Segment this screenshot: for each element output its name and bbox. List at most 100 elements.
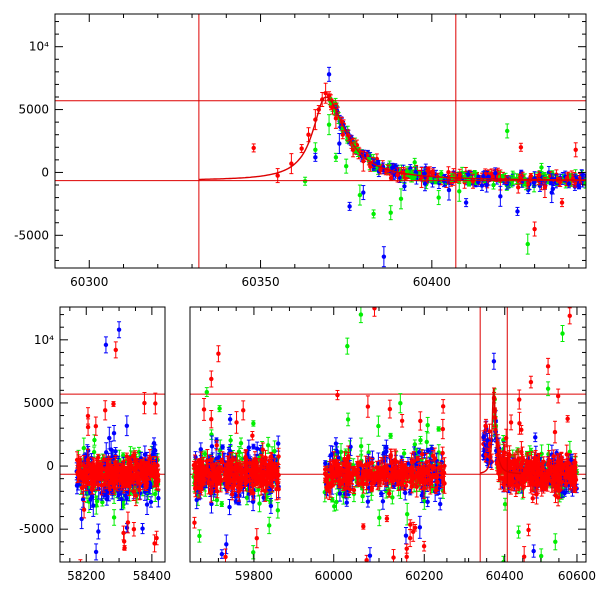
bottom-red-point: [128, 459, 133, 465]
top-x-tick-label: 60400: [413, 275, 451, 289]
top-red-point: [333, 116, 339, 121]
top-red-point: [251, 145, 256, 151]
bottom-red-point: [121, 530, 126, 536]
top-green-point: [539, 165, 544, 170]
bottom-green-point: [257, 501, 262, 506]
top-data-point: [564, 175, 570, 181]
top-green-point: [313, 147, 318, 153]
bottom-red-point: [120, 479, 126, 484]
bottom-green-point: [202, 451, 208, 457]
bottom-red-point: [93, 423, 99, 429]
bottom-red-point: [75, 471, 80, 477]
bottom-green-point: [272, 448, 277, 454]
bottom-red-point: [111, 484, 117, 490]
bottom-red-point: [78, 564, 82, 568]
top-blue-point: [337, 141, 342, 146]
bottom-green-point: [81, 445, 87, 451]
top-green-point: [302, 179, 308, 184]
top-green-point: [525, 241, 530, 247]
top-green-point: [505, 128, 510, 134]
bottom-blue-point: [107, 435, 112, 441]
top-y-tick-label: 10⁴: [29, 40, 49, 54]
bottom-red-point: [90, 467, 96, 472]
top-red-point: [340, 132, 345, 137]
bottom-red-point: [118, 469, 124, 474]
bottom-green-point: [225, 573, 229, 577]
top-model-curve: [198, 96, 586, 181]
bottom-blue-point: [119, 496, 124, 502]
top-red-point: [306, 132, 311, 137]
bottom-red-point: [151, 464, 157, 469]
top-panel: 60300 60350 60400 -5000 0 5000 10⁴: [14, 13, 587, 289]
bottom-blue-point: [219, 551, 225, 557]
bottom-green-point: [153, 491, 158, 497]
top-red-point: [326, 93, 332, 98]
top-blue-point: [549, 190, 554, 195]
bottom-green-point: [100, 500, 105, 505]
top-blue-point: [566, 181, 572, 186]
bottom-blue-point: [140, 526, 145, 531]
bottom-blue-point: [209, 444, 215, 449]
bottom-green-point: [92, 437, 97, 443]
bottom-red-point: [122, 545, 127, 551]
top-data-point: [516, 185, 521, 190]
top-blue-point: [484, 182, 489, 188]
bottom-red-point: [123, 470, 129, 475]
bottom-green-point: [251, 550, 256, 555]
bottom-blue-point: [220, 444, 225, 450]
bottom-green-point: [214, 497, 220, 503]
bottom-red-point: [85, 413, 91, 419]
top-data-point: [430, 170, 436, 176]
top-green-point: [326, 122, 332, 127]
bottom-red-point: [114, 462, 119, 468]
top-data-point: [394, 166, 400, 171]
top-data-point: [479, 183, 485, 188]
top-red-point: [350, 147, 356, 153]
bottom-red-point: [95, 471, 101, 477]
top-data-point: [466, 181, 472, 187]
top-green-point: [371, 211, 376, 217]
bottom-plot-area: [60, 307, 586, 577]
bottom-blue-point: [148, 499, 154, 505]
top-red-point: [542, 185, 548, 190]
bottom-red-point: [85, 480, 91, 485]
bottom-green-point: [265, 443, 271, 448]
top-blue-point: [446, 187, 452, 193]
bottom-green-point: [256, 487, 261, 492]
bottom-red-point: [81, 507, 87, 512]
bottom-red-point: [138, 461, 143, 467]
bottom-red-point: [135, 479, 140, 485]
bottom-red-point: [147, 456, 153, 461]
top-blue-point: [326, 72, 332, 77]
bottom-red-point: [154, 535, 159, 541]
bottom-red-point: [153, 401, 158, 406]
top-data-point: [428, 177, 433, 182]
top-data-point: [404, 169, 410, 174]
bottom-green-point: [251, 421, 256, 426]
bottom-red-point: [81, 484, 86, 489]
top-red-point: [289, 161, 294, 166]
top-blue-point: [402, 184, 407, 189]
top-red-point: [323, 91, 328, 96]
bottom-blue-point: [111, 430, 117, 436]
bottom-red-point: [85, 424, 91, 430]
bottom-red-point: [131, 527, 137, 532]
bottom-blue-point: [79, 516, 84, 522]
top-blue-point: [498, 194, 503, 199]
top-data-point: [433, 179, 438, 184]
bottom-green-point: [217, 406, 222, 411]
bottom-green-point: [244, 495, 250, 501]
bottom-blue-point: [268, 503, 274, 509]
top-data-point: [388, 175, 394, 181]
bottom-red-point: [131, 489, 136, 494]
bottom-red-point: [111, 468, 117, 473]
bottom-red-point: [107, 481, 112, 486]
top-y-tick-label: 5000: [18, 103, 49, 117]
bottom-red-point: [155, 473, 161, 478]
bottom-red-point: [123, 481, 129, 486]
top-red-point: [559, 200, 565, 205]
top-data-point: [466, 172, 471, 177]
top-data-point: [576, 184, 582, 189]
